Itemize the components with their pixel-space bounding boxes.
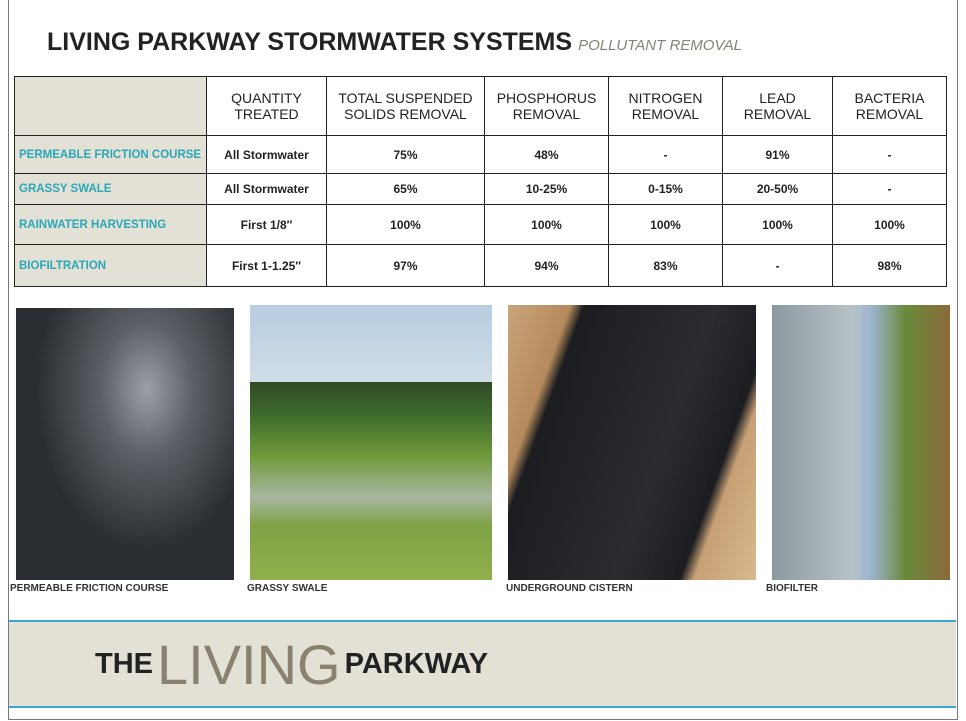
table-cell: 100% bbox=[833, 205, 947, 245]
table-cell: 20-50% bbox=[723, 174, 833, 205]
column-header: LEAD REMOVAL bbox=[723, 77, 833, 136]
row-label: GRASSY SWALE bbox=[15, 174, 207, 205]
title: LIVING PARKWAY STORMWATER SYSTEMS POLLUTA… bbox=[47, 28, 742, 57]
row-label: BIOFILTRATION bbox=[15, 245, 207, 287]
subtitle: POLLUTANT REMOVAL bbox=[578, 37, 742, 54]
photo-caption: BIOFILTER bbox=[766, 583, 818, 594]
logo-the: THE bbox=[95, 648, 153, 680]
photo-biofilter bbox=[772, 305, 950, 580]
table-cell: 100% bbox=[609, 205, 723, 245]
table-cell: 100% bbox=[485, 205, 609, 245]
table-cell: 48% bbox=[485, 136, 609, 174]
table-cell: 75% bbox=[327, 136, 485, 174]
column-header: QUANTITY TREATED bbox=[207, 77, 327, 136]
table-cell: - bbox=[833, 136, 947, 174]
table-cell: 65% bbox=[327, 174, 485, 205]
column-header: NITROGEN REMOVAL bbox=[609, 77, 723, 136]
table-cell: - bbox=[609, 136, 723, 174]
column-header: TOTAL SUSPENDED SOLIDS REMOVAL bbox=[327, 77, 485, 136]
row-label: RAINWATER HARVESTING bbox=[15, 205, 207, 245]
table-cell: 97% bbox=[327, 245, 485, 287]
table-cell: 94% bbox=[485, 245, 609, 287]
column-header: PHOSPHORUS REMOVAL bbox=[485, 77, 609, 136]
table-cell: - bbox=[723, 245, 833, 287]
photo-swale bbox=[250, 305, 492, 580]
table-cell: 91% bbox=[723, 136, 833, 174]
table-cell: 100% bbox=[327, 205, 485, 245]
photo-cistern bbox=[508, 305, 756, 580]
table-cell: All Stormwater bbox=[207, 174, 327, 205]
table-cell: 10-25% bbox=[485, 174, 609, 205]
table-cell: First 1-1.25″ bbox=[207, 245, 327, 287]
column-header: BACTERIA REMOVAL bbox=[833, 77, 947, 136]
table-cell: 0-15% bbox=[609, 174, 723, 205]
table-cell: All Stormwater bbox=[207, 136, 327, 174]
photo-pavement bbox=[16, 308, 234, 580]
table-cell: First 1/8″ bbox=[207, 205, 327, 245]
row-label: PERMEABLE FRICTION COURSE bbox=[15, 136, 207, 174]
photo-caption: PERMEABLE FRICTION COURSE bbox=[10, 583, 168, 594]
photo-caption: UNDERGROUND CISTERN bbox=[506, 583, 633, 594]
logo-living: LIVING bbox=[157, 633, 341, 696]
table-cell: 83% bbox=[609, 245, 723, 287]
corner-cell bbox=[15, 77, 207, 136]
logo-parkway: PARKWAY bbox=[345, 648, 488, 680]
table-cell: 98% bbox=[833, 245, 947, 287]
photo-caption: GRASSY SWALE bbox=[247, 583, 327, 594]
table-cell: 100% bbox=[723, 205, 833, 245]
page: LIVING PARKWAY STORMWATER SYSTEMS POLLUTA… bbox=[0, 0, 966, 721]
table-cell: - bbox=[833, 174, 947, 205]
title-text: LIVING PARKWAY STORMWATER SYSTEMS bbox=[47, 28, 572, 56]
